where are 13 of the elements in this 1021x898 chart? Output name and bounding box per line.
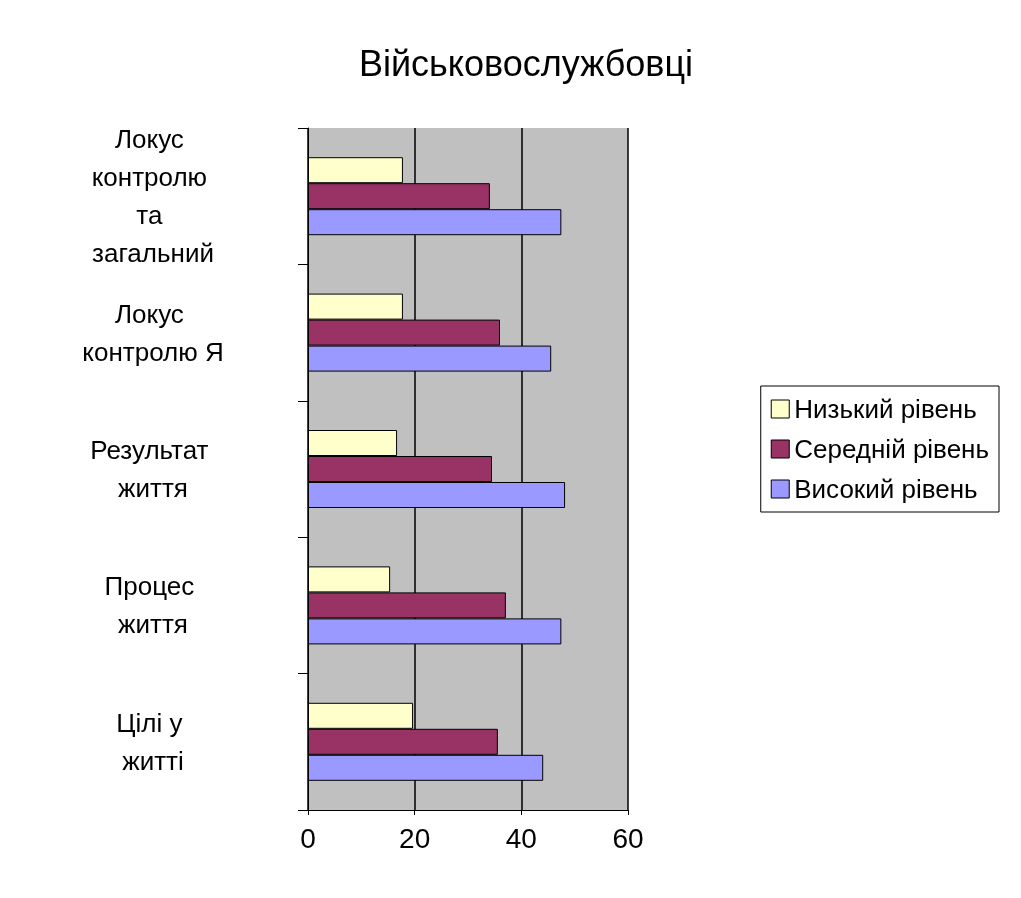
- legend-label: Середній рівень: [794, 434, 990, 464]
- y-tick-label: Цілі у житті: [116, 707, 190, 776]
- y-tick-label: Процес життя: [104, 571, 202, 640]
- chart-title: Військовослужбовці: [358, 42, 694, 84]
- x-tick-label: 60: [612, 822, 644, 854]
- x-tick-label: 40: [505, 822, 537, 854]
- x-tick-label: 0: [300, 822, 316, 854]
- x-tick-label: 20: [399, 822, 431, 854]
- y-tick-label: Локус контролю та загальний: [91, 124, 215, 269]
- y-tick-label: Результат життя: [90, 435, 216, 503]
- legend-label: Низький рівень: [794, 394, 977, 424]
- legend-label: Високий рівень: [794, 474, 978, 504]
- y-tick-label: Локус контролю Я: [82, 298, 224, 367]
